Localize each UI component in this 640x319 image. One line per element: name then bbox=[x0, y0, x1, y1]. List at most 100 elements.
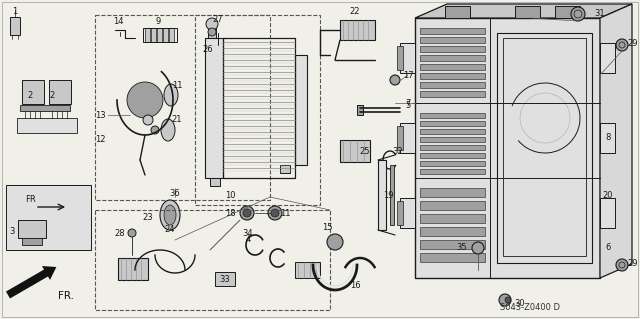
Bar bbox=[95, 15, 270, 200]
Bar bbox=[340, 20, 375, 40]
Bar bbox=[195, 15, 320, 205]
Bar bbox=[503, 38, 586, 256]
Bar bbox=[169, 28, 174, 42]
Bar bbox=[420, 64, 485, 70]
Circle shape bbox=[240, 206, 254, 220]
Bar bbox=[555, 6, 580, 18]
Bar bbox=[295, 55, 307, 165]
Bar bbox=[397, 201, 403, 225]
Bar bbox=[18, 220, 46, 238]
Bar bbox=[420, 46, 485, 52]
Text: 11: 11 bbox=[280, 209, 291, 218]
Text: 21: 21 bbox=[172, 115, 182, 124]
FancyArrow shape bbox=[6, 266, 56, 299]
Bar bbox=[420, 28, 485, 34]
Bar bbox=[600, 43, 615, 73]
Circle shape bbox=[271, 209, 279, 217]
Bar bbox=[600, 123, 615, 153]
Polygon shape bbox=[415, 4, 632, 18]
Text: 20: 20 bbox=[603, 190, 613, 199]
Circle shape bbox=[143, 115, 153, 125]
Bar bbox=[145, 28, 150, 42]
Text: 27: 27 bbox=[212, 16, 223, 25]
Bar bbox=[397, 126, 403, 150]
Bar bbox=[420, 137, 485, 142]
Bar bbox=[420, 161, 485, 166]
Bar bbox=[420, 227, 485, 236]
Text: 36: 36 bbox=[170, 189, 180, 197]
Bar bbox=[420, 253, 485, 262]
Circle shape bbox=[571, 7, 585, 21]
Circle shape bbox=[206, 18, 218, 30]
Ellipse shape bbox=[164, 205, 176, 225]
Bar bbox=[210, 178, 220, 186]
Circle shape bbox=[151, 126, 159, 134]
Bar bbox=[295, 262, 320, 278]
Bar bbox=[340, 140, 370, 162]
Text: 2: 2 bbox=[49, 91, 54, 100]
Text: 22: 22 bbox=[349, 8, 360, 17]
Text: FR: FR bbox=[24, 196, 35, 204]
Bar bbox=[143, 28, 177, 42]
Text: 6: 6 bbox=[605, 243, 611, 253]
Text: 5: 5 bbox=[405, 100, 411, 109]
Bar bbox=[515, 6, 540, 18]
Text: S043-Z0400 D: S043-Z0400 D bbox=[500, 303, 560, 313]
Circle shape bbox=[268, 206, 282, 220]
Bar bbox=[420, 240, 485, 249]
Bar bbox=[420, 153, 485, 158]
Bar bbox=[205, 38, 223, 178]
Bar bbox=[223, 38, 295, 178]
Text: 11: 11 bbox=[172, 80, 182, 90]
Text: 17: 17 bbox=[403, 70, 413, 79]
Bar bbox=[420, 214, 485, 223]
Circle shape bbox=[327, 234, 343, 250]
Bar bbox=[420, 82, 485, 88]
Text: 7: 7 bbox=[405, 99, 411, 108]
Circle shape bbox=[616, 39, 628, 51]
Bar bbox=[400, 123, 415, 153]
Bar bbox=[415, 18, 600, 278]
Bar bbox=[420, 113, 485, 118]
Text: 4: 4 bbox=[245, 235, 251, 244]
Bar bbox=[390, 165, 394, 225]
Bar bbox=[420, 55, 485, 61]
Text: 10: 10 bbox=[225, 191, 236, 201]
Text: 12: 12 bbox=[95, 136, 105, 145]
Text: 14: 14 bbox=[113, 18, 124, 26]
Bar bbox=[157, 28, 162, 42]
Bar bbox=[215, 272, 235, 286]
Bar bbox=[95, 210, 330, 310]
Text: FR.: FR. bbox=[58, 291, 74, 301]
Text: 31: 31 bbox=[595, 9, 605, 18]
Bar bbox=[10, 17, 20, 35]
Bar bbox=[22, 80, 44, 104]
Circle shape bbox=[213, 45, 223, 55]
Text: 34: 34 bbox=[243, 228, 253, 238]
Bar bbox=[280, 165, 290, 173]
Bar bbox=[118, 258, 148, 280]
Text: 32: 32 bbox=[393, 147, 403, 157]
Circle shape bbox=[127, 82, 163, 118]
Text: 35: 35 bbox=[457, 243, 467, 253]
Text: 26: 26 bbox=[203, 46, 213, 55]
Bar bbox=[20, 105, 70, 111]
Text: 8: 8 bbox=[605, 133, 611, 143]
Text: 3: 3 bbox=[10, 226, 15, 235]
Polygon shape bbox=[600, 4, 632, 278]
Bar bbox=[49, 80, 71, 104]
Circle shape bbox=[128, 229, 136, 237]
Text: 23: 23 bbox=[143, 213, 154, 222]
Bar bbox=[600, 198, 615, 228]
Bar bbox=[397, 46, 403, 70]
Circle shape bbox=[619, 262, 625, 268]
Bar bbox=[151, 28, 156, 42]
Bar bbox=[400, 43, 415, 73]
Bar bbox=[6, 185, 91, 250]
Bar bbox=[420, 145, 485, 150]
Bar bbox=[420, 129, 485, 134]
Bar bbox=[208, 28, 216, 42]
Text: 33: 33 bbox=[220, 276, 230, 285]
Ellipse shape bbox=[160, 200, 180, 230]
Bar bbox=[163, 28, 168, 42]
